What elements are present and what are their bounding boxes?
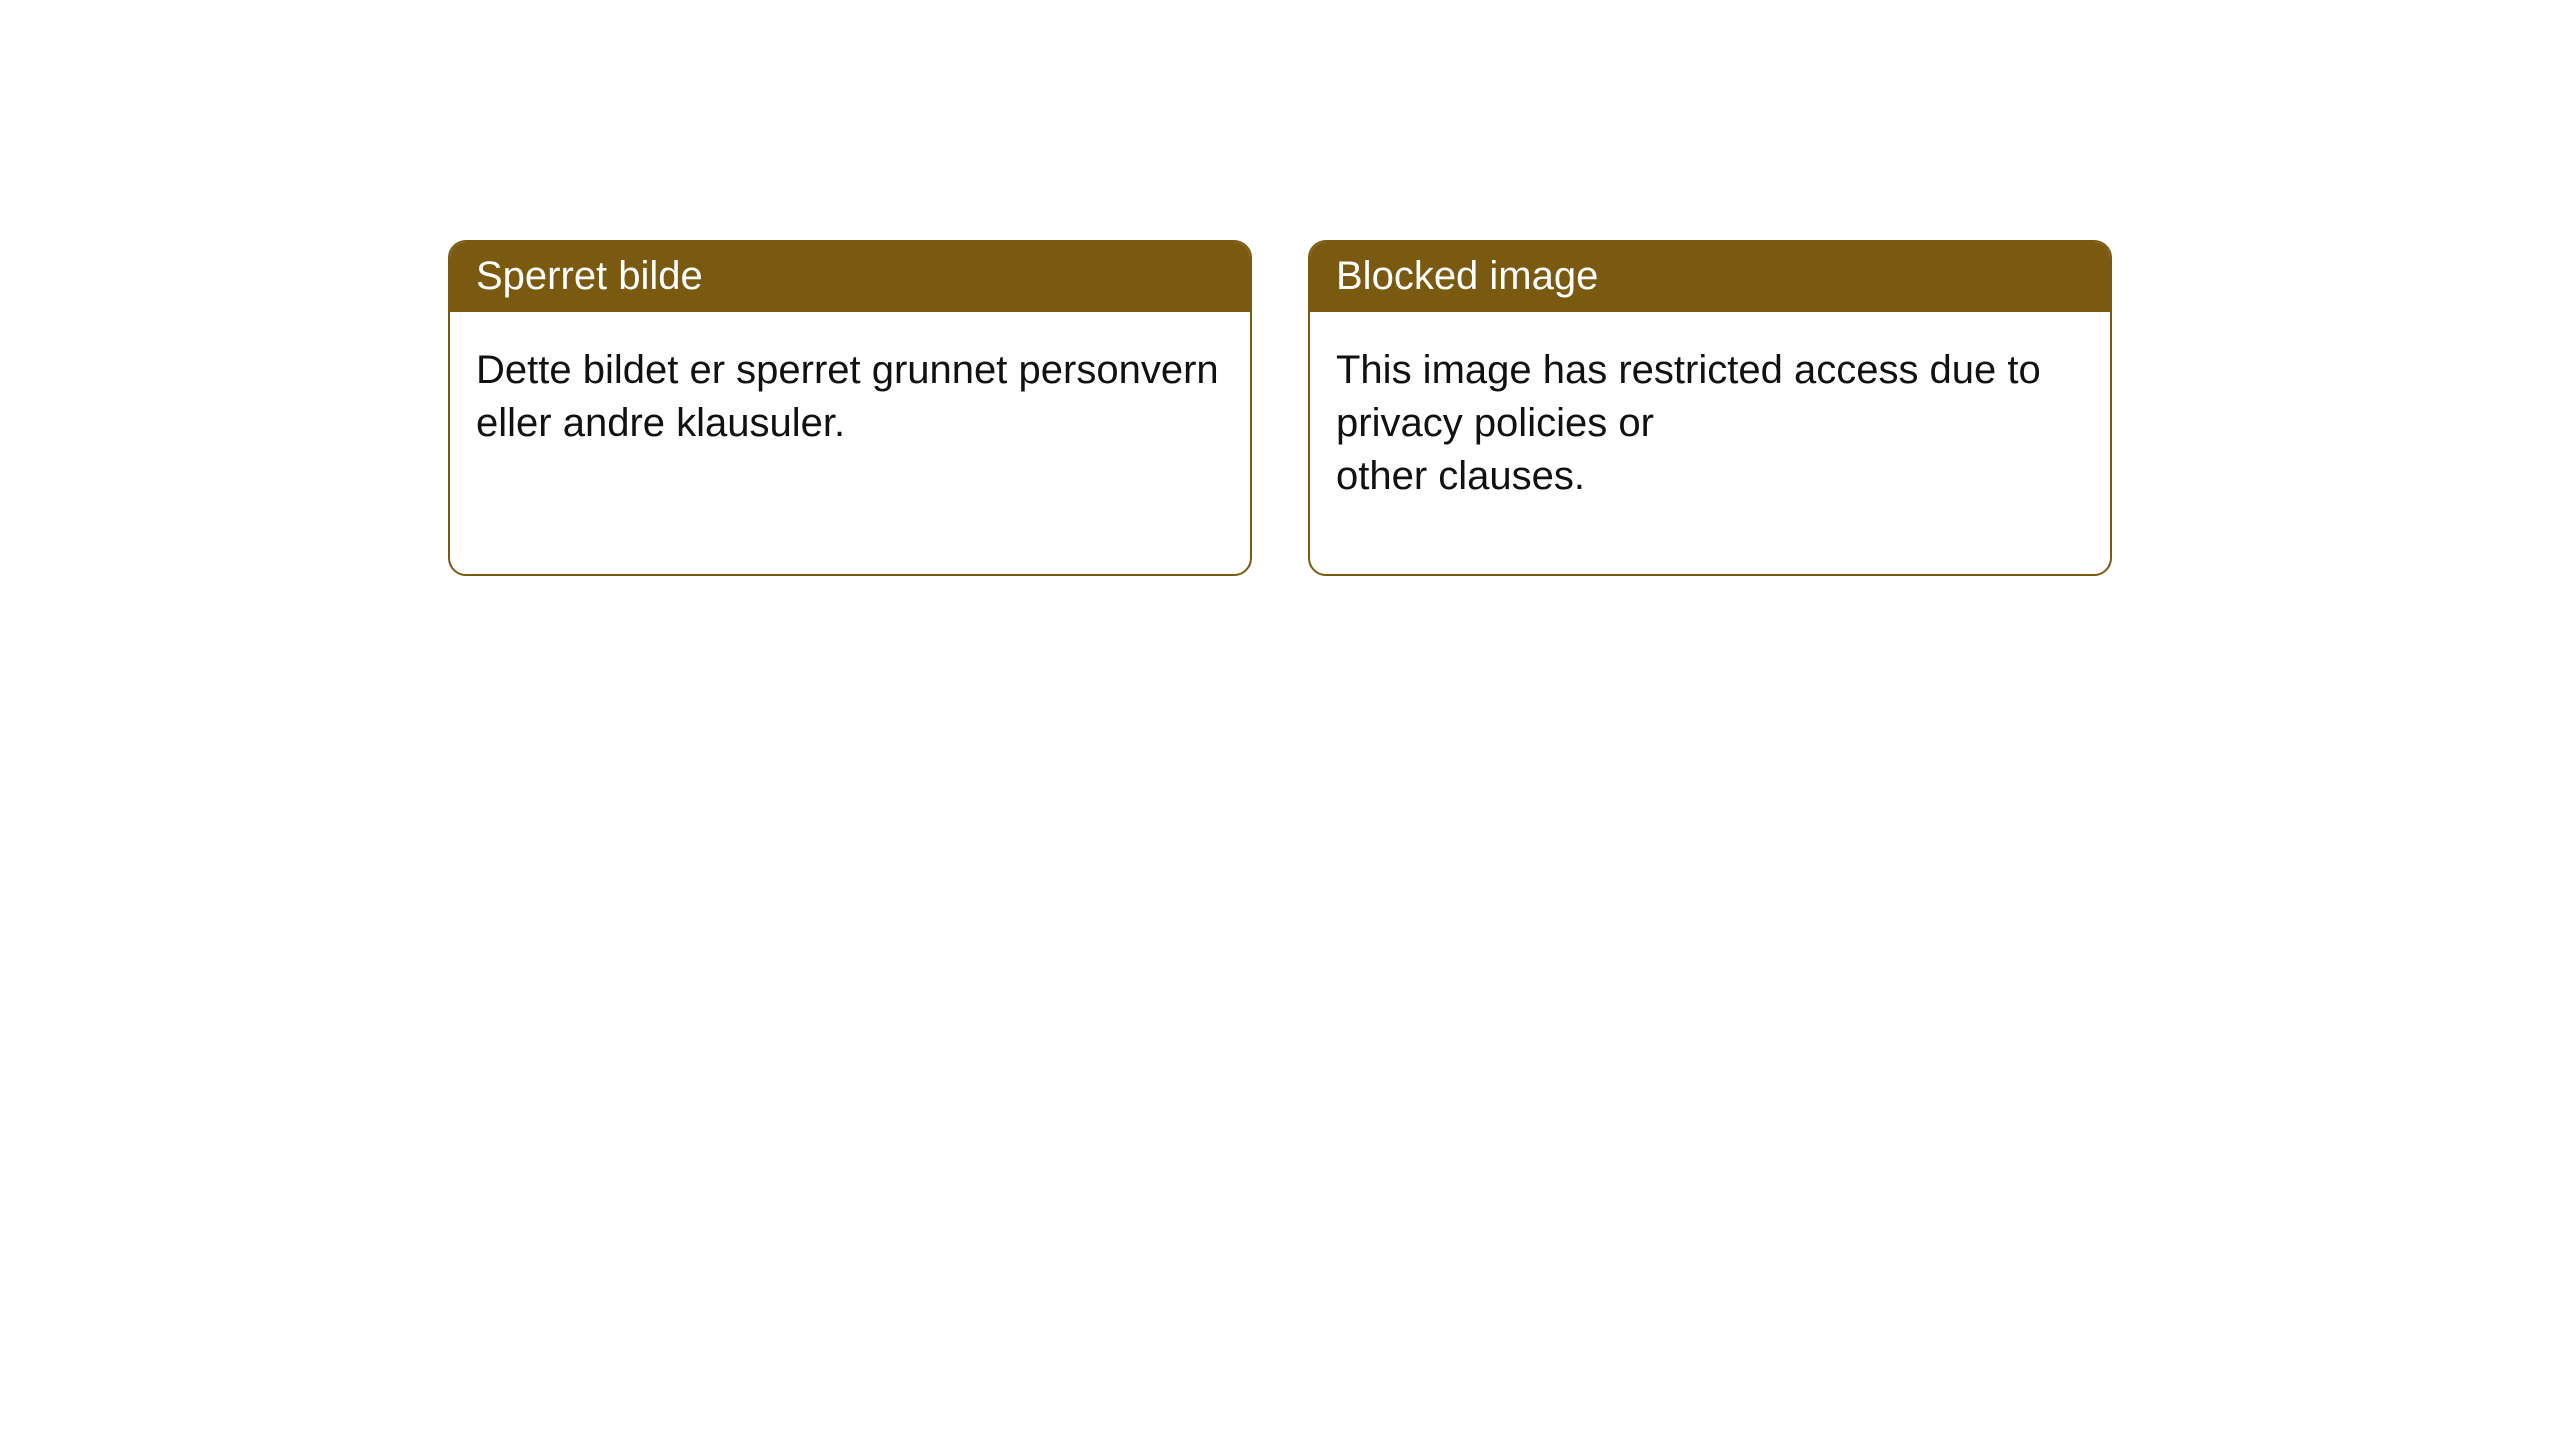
notice-card-en: Blocked image This image has restricted … (1308, 240, 2112, 576)
notice-card-no: Sperret bilde Dette bildet er sperret gr… (448, 240, 1252, 576)
notice-card-title: Blocked image (1310, 242, 2110, 312)
notice-card-body: This image has restricted access due to … (1310, 312, 2110, 574)
notice-card-title: Sperret bilde (450, 242, 1250, 312)
notice-cards-row: Sperret bilde Dette bildet er sperret gr… (0, 0, 2560, 576)
notice-card-body: Dette bildet er sperret grunnet personve… (450, 312, 1250, 522)
